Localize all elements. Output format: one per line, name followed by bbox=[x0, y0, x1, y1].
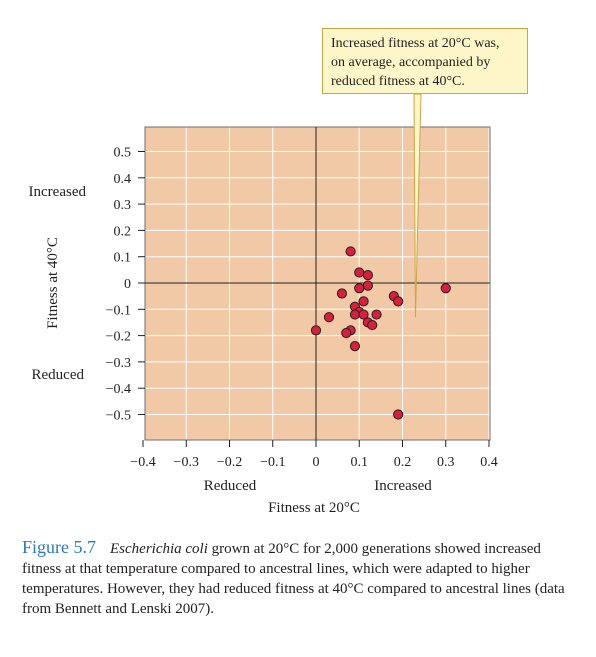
data-point bbox=[362, 270, 373, 281]
y-tick-label: 0 bbox=[124, 277, 131, 292]
data-point bbox=[354, 283, 365, 294]
data-point bbox=[358, 296, 369, 307]
x-tick-label: −0.2 bbox=[217, 455, 242, 470]
data-point bbox=[341, 327, 352, 339]
data-point bbox=[440, 283, 451, 294]
x-tick-label: −0.1 bbox=[260, 455, 285, 470]
y-tick-label: 0.4 bbox=[114, 172, 132, 187]
data-point bbox=[393, 409, 404, 420]
y-tick-label: 0.2 bbox=[114, 224, 132, 239]
x-tick-label: 0.1 bbox=[351, 455, 369, 470]
x-tick-label: 0.4 bbox=[480, 455, 498, 470]
data-point bbox=[393, 296, 404, 307]
annotation-pointer bbox=[413, 93, 422, 318]
annotation-line-2: on average, accompanied by bbox=[331, 55, 491, 70]
y-tick-label: −0.3 bbox=[106, 356, 131, 371]
x-tick-label: 0.2 bbox=[394, 455, 412, 470]
x-tick-label: −0.3 bbox=[174, 455, 199, 470]
annotation-line-3: reduced fitness at 40°C. bbox=[331, 74, 465, 89]
figure-caption: Figure 5.7 Escherichia coli grown at 20°C… bbox=[22, 537, 582, 619]
x-reduced-label: Reduced bbox=[204, 478, 257, 494]
scatter-chart: −0.4 −0.3 −0.2 −0.1 0 0.1 0.2 0.3 0.4 0.50.40.30… bbox=[29, 93, 498, 516]
annotation-pointer-wedge bbox=[413, 93, 422, 318]
y-increased-label: Increased bbox=[29, 184, 87, 200]
y-tick-label: 0.5 bbox=[114, 146, 132, 161]
data-point bbox=[367, 319, 378, 331]
x-tick-label: −0.4 bbox=[130, 455, 155, 470]
x-tick-labels: −0.4 −0.3 −0.2 −0.1 0 0.1 0.2 0.3 0.4 bbox=[130, 455, 497, 470]
annotation-callout: Increased fitness at 20°C was, on averag… bbox=[322, 28, 528, 94]
x-tick-label: 0.3 bbox=[437, 455, 455, 470]
data-point bbox=[310, 325, 322, 336]
x-axis-label: Fitness at 20°C bbox=[268, 500, 360, 516]
y-tick-label: −0.4 bbox=[106, 382, 131, 397]
y-tick-label: 0.1 bbox=[114, 251, 132, 266]
caption-text: grown at 20°C for 2,000 generations show… bbox=[22, 541, 565, 617]
data-points bbox=[310, 246, 451, 420]
y-tick-label: −0.5 bbox=[106, 409, 131, 424]
annotation-line-1: Increased fitness at 20°C was, bbox=[331, 36, 500, 51]
x-increased-label: Increased bbox=[374, 478, 432, 494]
tick-marks bbox=[138, 151, 490, 447]
data-point bbox=[358, 309, 369, 320]
data-point bbox=[345, 246, 356, 257]
data-point bbox=[362, 280, 373, 291]
data-point bbox=[349, 341, 361, 352]
figure-label: Figure 5.7 bbox=[22, 537, 96, 557]
y-tick-label: −0.1 bbox=[106, 303, 131, 318]
y-tick-label: 0.3 bbox=[114, 198, 132, 213]
y-tick-label: −0.2 bbox=[106, 330, 131, 345]
data-point bbox=[354, 267, 365, 278]
data-point bbox=[336, 288, 348, 299]
y-axis-label: Fitness at 40°C bbox=[45, 237, 61, 329]
data-point bbox=[323, 312, 335, 323]
caption-italic: Escherichia coli bbox=[110, 541, 208, 557]
y-tick-labels: 0.5 0.4 0.3 0.2 0.1 0 −0.1 −0.2 −0.3 −0.4 −0.5 bbox=[106, 146, 131, 424]
x-tick-label: 0 bbox=[313, 455, 320, 470]
data-point bbox=[371, 309, 382, 320]
data-point bbox=[349, 309, 361, 320]
y-reduced-label: Reduced bbox=[32, 367, 85, 383]
